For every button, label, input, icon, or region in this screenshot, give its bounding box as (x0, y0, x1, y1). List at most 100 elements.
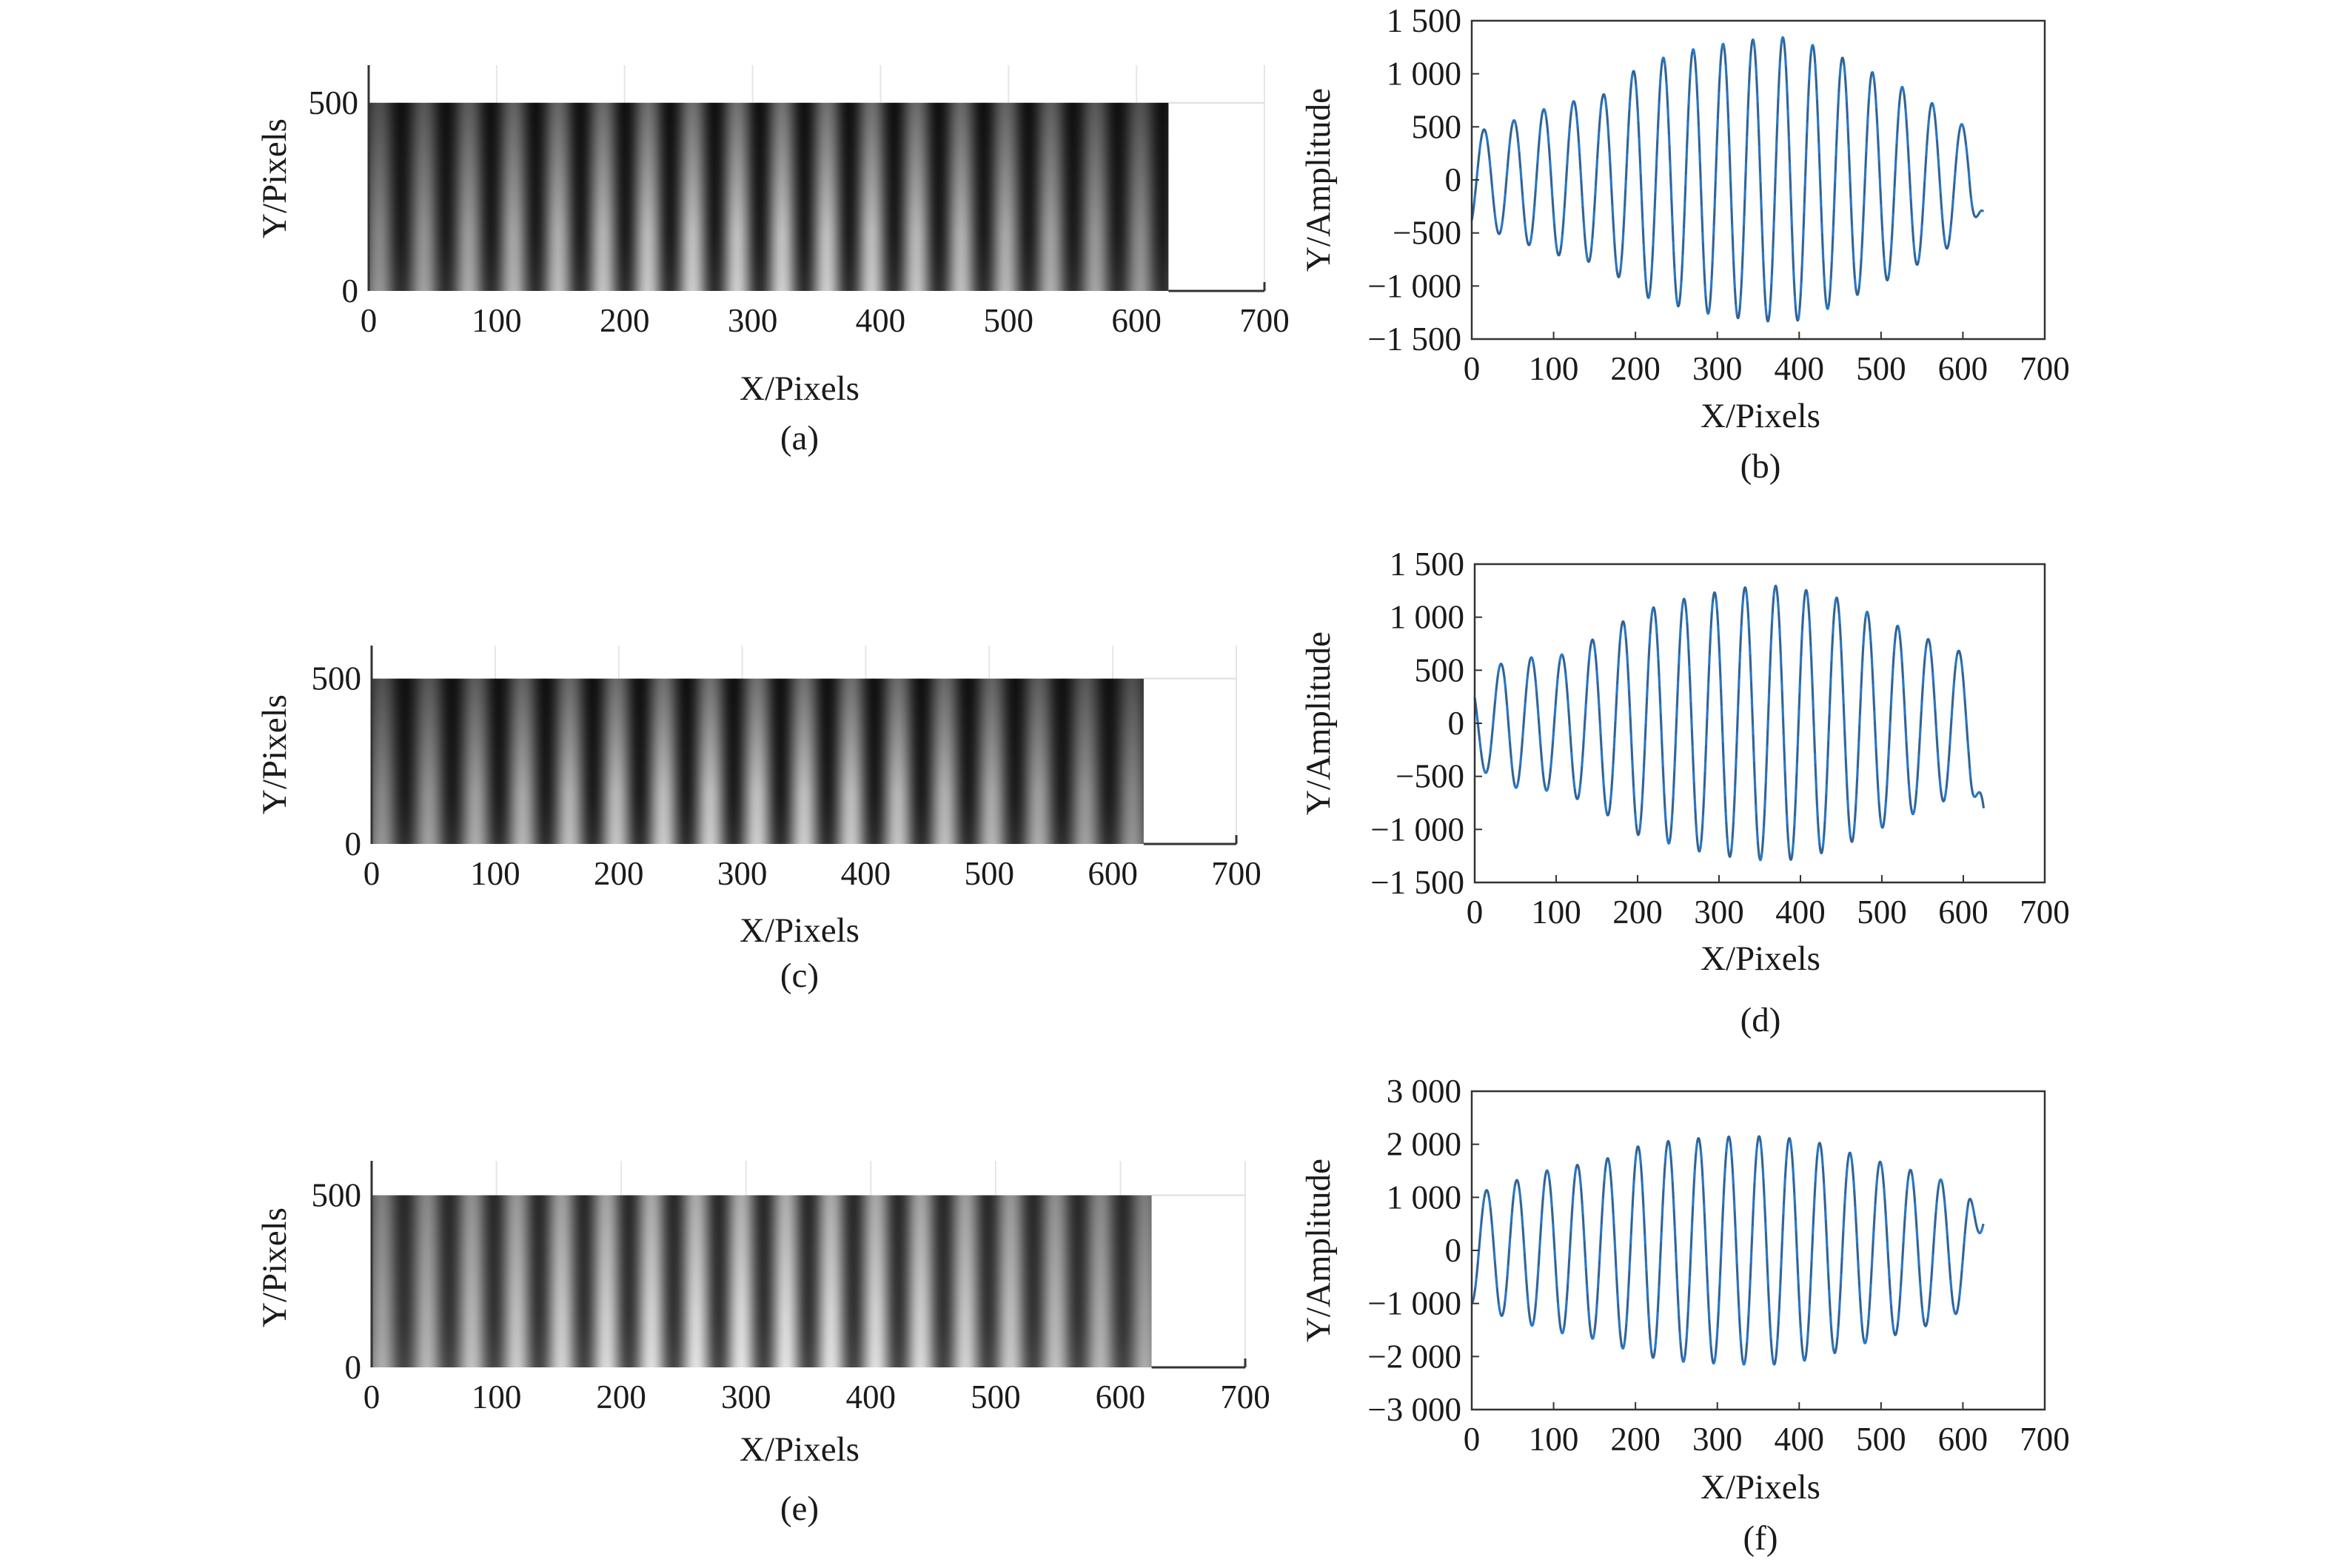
x-tick-label-b-5: 500 (1856, 350, 1906, 387)
y-tick-label-f-1: −2 000 (1367, 1338, 1461, 1375)
x-tick-label-e-5: 500 (971, 1378, 1021, 1415)
signal-overlay-f (1471, 1135, 1985, 1366)
ylabel-b: Y/Amplitude (1299, 88, 1338, 272)
signal-overlay-d (1473, 584, 1985, 861)
x-tick-label-b-2: 200 (1610, 350, 1661, 387)
x-tick-label-d-0: 0 (1467, 894, 1484, 931)
x-tick-label-d-5: 500 (1857, 894, 1907, 931)
signal-line-b (1470, 36, 1985, 323)
x-tick-label-c-5: 500 (965, 855, 1015, 892)
x-tick-label-f-4: 400 (1775, 1421, 1825, 1458)
ylabel-f: Y/Amplitude (1299, 1159, 1338, 1342)
y-tick-label-f-2: −1 000 (1367, 1285, 1461, 1322)
y-tick-label-b-5: 1 000 (1387, 56, 1461, 93)
x-tick-label-a-5: 500 (984, 302, 1034, 339)
fringe-shading-a (369, 102, 1169, 291)
x-tick-label-a-6: 600 (1111, 302, 1162, 339)
x-tick-label-c-3: 300 (717, 855, 768, 892)
y-tick-label-f-6: 3 000 (1387, 1073, 1461, 1110)
caption-f: (f) (1743, 1519, 1778, 1558)
x-tick-label-c-4: 400 (841, 855, 891, 892)
x-tick-label-f-5: 500 (1856, 1421, 1906, 1458)
x-tick-label-e-2: 200 (596, 1378, 646, 1415)
ylabel-a: Y/Pixels (255, 118, 294, 238)
panel-c: 0 100 200 300 400 500 600 700 0 500 Y/Pixels X/Pi… (255, 646, 1262, 995)
x-tick-label-f-0: 0 (1464, 1421, 1481, 1458)
x-tick-label-a-4: 400 (856, 302, 906, 339)
y-tick-label-d-5: 1 000 (1390, 599, 1464, 636)
x-tick-label-e-4: 400 (846, 1378, 897, 1415)
ylabel-e: Y/Pixels (255, 1207, 294, 1327)
xlabel-d: X/Pixels (1701, 939, 1820, 978)
plot-frame-b (1470, 19, 2046, 341)
y-tick-label-f-5: 2 000 (1387, 1126, 1461, 1163)
x-tick-label-d-3: 300 (1694, 894, 1744, 931)
y-tick-label-b-4: 500 (1412, 108, 1462, 145)
x-tick-label-b-0: 0 (1464, 350, 1481, 387)
fringe-shading-c (372, 678, 1144, 844)
x-tick-label-f-7: 700 (2020, 1421, 2070, 1458)
plot-frame-d (1473, 563, 2046, 884)
x-tick-label-f-6: 600 (1938, 1421, 1988, 1458)
x-tick-label-b-4: 400 (1775, 350, 1825, 387)
x-tick-label-a-2: 200 (600, 302, 650, 339)
x-tick-label-b-6: 600 (1938, 350, 1988, 387)
xlabel-f: X/Pixels (1701, 1468, 1820, 1507)
signal-line-d (1473, 584, 1986, 862)
ylabel-d: Y/Amplitude (1299, 631, 1338, 815)
y-tick-label-b-0: −1 500 (1367, 321, 1461, 358)
xlabel-b: X/Pixels (1701, 397, 1820, 435)
y-tick-label-d-3: 0 (1448, 705, 1465, 742)
y-tick-label-e-1: 500 (312, 1177, 362, 1214)
panel-a: 0 100 200 300 400 500 600 700 0 500 Y/Pixels X/Pi… (255, 65, 1290, 458)
x-tick-label-a-0: 0 (361, 302, 378, 339)
y-tick-label-b-2: −500 (1393, 215, 1461, 252)
y-tick-label-a-0: 0 (342, 272, 359, 309)
xlabel-c: X/Pixels (740, 911, 860, 950)
y-tick-label-d-1: −1 000 (1370, 811, 1464, 848)
caption-a: (a) (780, 419, 819, 458)
panel-d: 0 100 200 300 400 500 600 700 −1 500 −1 000 −500 0 5… (1299, 546, 2070, 1039)
signal-line-f (1470, 1135, 1985, 1366)
y-tick-label-a-1: 500 (309, 84, 359, 121)
y-tick-label-d-0: −1 500 (1370, 864, 1464, 901)
x-tick-label-a-3: 300 (728, 302, 778, 339)
panel-b: 0 100 200 300 400 500 600 700 −1 500 −1 000 −500 0 5… (1299, 2, 2070, 486)
caption-e: (e) (780, 1490, 819, 1528)
y-tick-label-d-6: 1 500 (1390, 546, 1464, 583)
y-tick-label-c-0: 0 (345, 825, 362, 862)
y-tick-label-d-2: −500 (1395, 758, 1464, 795)
ylabel-c: Y/Pixels (255, 694, 294, 814)
x-tick-label-c-6: 600 (1088, 855, 1138, 892)
x-tick-label-c-2: 200 (594, 855, 644, 892)
xlabel-a: X/Pixels (740, 369, 860, 408)
x-tick-label-d-4: 400 (1775, 894, 1826, 931)
x-tick-label-d-7: 700 (2020, 894, 2070, 931)
y-tick-label-c-1: 500 (312, 660, 362, 697)
x-tick-label-e-7: 700 (1220, 1378, 1270, 1415)
x-tick-label-c-0: 0 (363, 855, 381, 892)
x-tick-label-a-1: 100 (472, 302, 522, 339)
panel-f: 0 100 200 300 400 500 600 700 −3 000 −2 000 −1 000… (1299, 1073, 2070, 1558)
x-tick-label-e-1: 100 (472, 1378, 522, 1415)
x-tick-label-e-6: 600 (1096, 1378, 1146, 1415)
xlabel-e: X/Pixels (740, 1430, 860, 1469)
panel-e: 0 100 200 300 400 500 600 700 0 500 Y/Pixels X/Pi… (255, 1161, 1270, 1528)
x-tick-label-f-1: 100 (1529, 1421, 1579, 1458)
x-tick-label-f-3: 300 (1692, 1421, 1743, 1458)
y-tick-label-f-4: 1 000 (1387, 1179, 1461, 1216)
x-tick-label-c-7: 700 (1211, 855, 1262, 892)
y-tick-label-f-3: 0 (1445, 1232, 1462, 1269)
caption-d: (d) (1740, 1001, 1781, 1039)
x-tick-label-b-3: 300 (1692, 350, 1743, 387)
fringe-shading-e (372, 1195, 1152, 1367)
y-tick-label-d-4: 500 (1415, 651, 1465, 688)
x-tick-label-c-1: 100 (470, 855, 520, 892)
y-tick-label-b-1: −1 000 (1367, 267, 1461, 304)
y-tick-label-e-0: 0 (345, 1349, 362, 1386)
x-tick-label-e-3: 300 (721, 1378, 771, 1415)
y-tick-label-b-6: 1 500 (1387, 2, 1461, 39)
x-tick-label-d-6: 600 (1938, 894, 1988, 931)
caption-c: (c) (780, 956, 819, 995)
